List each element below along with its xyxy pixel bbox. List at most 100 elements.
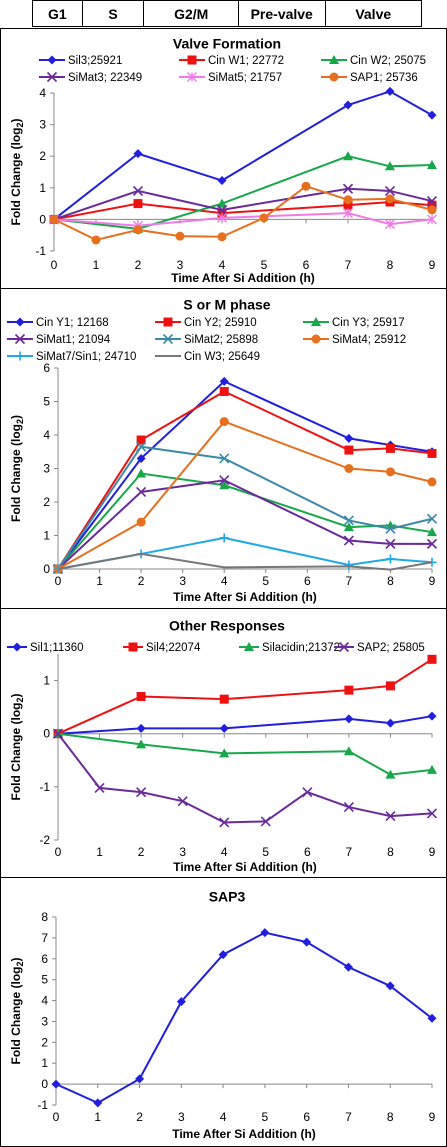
valve-formation-chart: Valve Formation Sil3;25921 Cin W1; 22772 Ci… [9,36,438,285]
y-tick-label: 3 [43,462,50,476]
data-point [177,796,188,807]
x-tick-label: 9 [429,258,436,272]
legend-label: SiMat7/Sin1; 24710 [36,351,136,363]
series-line [57,552,433,571]
y-tick-label: 2 [41,1035,48,1049]
x-tick-label: 6 [303,258,310,272]
x-axis-label: Time After Si Addition (h) [172,1127,316,1141]
series-2 [53,654,437,739]
legend-swatch-marker [15,351,25,361]
data-point [385,194,395,204]
x-tick-label: 4 [219,258,226,272]
series-line [57,380,433,570]
x-axis-label: Time After Si Addition (h) [171,271,315,285]
data-point [384,185,396,197]
data-point [217,212,227,223]
y-axis-label: Fold Change (log2) [9,118,25,225]
phase-s: S [83,1,145,26]
x-tick-label: 2 [135,258,142,272]
data-point [343,962,353,972]
data-point [302,787,313,798]
data-point [385,467,395,477]
data-point [427,214,437,225]
legend-label: SiMat4; 25912 [332,334,406,346]
data-point [176,997,186,1007]
legend-label: Cin W2; 25075 [350,55,426,67]
legend-label: SAP1; 25736 [350,72,418,84]
data-point [136,453,146,463]
data-point [427,160,437,170]
x-tick-label: 5 [262,845,269,859]
y-tick-label: 3 [41,1014,48,1028]
data-point [385,538,396,549]
series-line [53,212,433,227]
data-point [385,443,395,453]
legend-swatch-marker [311,317,321,326]
data-point [344,433,354,443]
data-point [343,746,354,756]
data-point [426,538,438,549]
y-axis-label-subscript: 2 [15,122,25,127]
y-axis-label-subscript: 2 [15,419,25,424]
y-tick-label: 5 [43,395,50,409]
data-point [343,535,354,546]
x-tick-label: 7 [345,258,352,272]
series-1 [49,86,437,224]
legend-label: Sil4;22074 [146,642,201,654]
data-point [216,204,228,215]
series-line [53,155,433,230]
data-point [344,560,354,570]
series-1 [53,376,437,574]
y-tick-label: -1 [39,780,50,794]
series-line [53,90,433,221]
data-point [301,181,311,191]
data-point [343,200,353,210]
legend-label: SiMat1; 21094 [36,334,111,346]
x-tick-label: 4 [221,574,228,588]
data-point [427,764,437,774]
y-tick-label: 0 [39,212,46,226]
data-point [259,213,269,223]
series-line [57,658,433,735]
data-point [219,748,230,758]
y-tick-label: 5 [41,973,48,987]
x-tick-label: 6 [304,574,311,588]
panel-sap3: SAP3 -1 0 1 2 3 4 5 6 7 8 0 1 2 3 4 5 6 7 8 9 Time After Si A… [0,877,447,1147]
s-or-m-phase-chart: S or M phase Cin Y1; 12168 Cin Y2; 25910 Ci… [7,297,438,604]
panel-other-responses: Other Responses Sil1;11360 Sil4;22074 Silac… [0,608,447,878]
data-point [343,151,353,161]
data-point [136,787,147,798]
data-point [91,235,101,245]
y-tick-label: 2 [43,495,50,509]
data-point [219,386,229,396]
series-line [53,187,433,221]
data-point [385,681,395,691]
y-axis-label: Fold Change (log2) [9,415,25,522]
legend-swatch-marker [187,55,197,65]
data-point [217,232,227,242]
sap3-chart: SAP3 -1 0 1 2 3 4 5 6 7 8 0 1 2 3 4 5 6 7 8 9 Time After Si A… [9,889,437,1141]
legend-swatch-marker [162,333,174,345]
data-point [93,1098,103,1108]
y-axis-label-close: ) [9,957,23,961]
legend-label: SAP2; 25805 [357,642,425,654]
series-3 [53,728,437,779]
data-point [343,195,353,205]
y-tick-label: 0 [41,1077,48,1091]
x-tick-label: 3 [179,845,186,859]
data-point [427,477,437,487]
data-point [218,950,228,960]
y-tick-label: 8 [41,910,48,924]
y-tick-label: 3 [39,118,46,132]
x-tick-label: 2 [136,1110,143,1124]
data-point [219,533,229,543]
legend-label: Cin W1; 22772 [208,55,284,67]
x-tick-label: 0 [51,258,58,272]
data-point [219,694,229,704]
data-point [136,723,146,733]
data-point [426,808,438,819]
data-point [385,811,396,822]
data-point [219,475,230,486]
legend-swatch-marker [187,72,197,82]
y-axis-label-main: Fold Change (log [9,424,23,522]
